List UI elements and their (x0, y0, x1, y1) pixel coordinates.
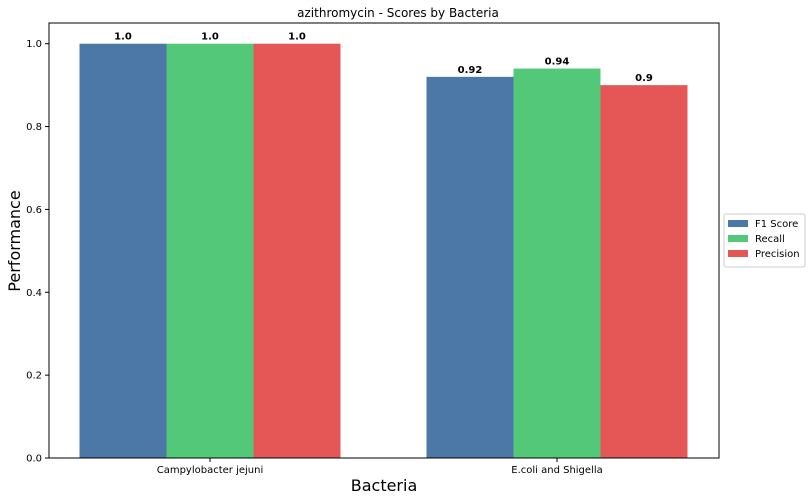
y-tick-label-2: 0.4 (26, 288, 42, 299)
data-label-1-0: 1.0 (201, 32, 219, 43)
y-tick-label-1: 0.2 (26, 371, 42, 382)
data-label-1-1: 0.94 (545, 57, 570, 68)
y-tick-label-5: 1.0 (26, 39, 42, 50)
data-label-2-0: 1.0 (288, 32, 306, 43)
bar-0-0 (79, 43, 167, 458)
y-axis-ticks: 0.0 0.2 0.4 0.6 0.8 1.0 (26, 39, 49, 465)
x-tick-label-0: Campylobacter jejuni (157, 465, 264, 476)
data-label-2-1: 0.9 (635, 73, 653, 84)
data-labels-group: 1.0 1.0 1.0 0.92 0.94 0.9 (114, 32, 653, 84)
y-axis-label: Performance (5, 190, 24, 291)
legend-label-0: F1 Score (755, 219, 798, 230)
chart-title: azithromycin - Scores by Bacteria (297, 6, 499, 20)
legend-label-2: Precision (755, 249, 800, 260)
data-label-0-0: 1.0 (114, 32, 132, 43)
bar-1-0 (166, 43, 254, 458)
x-tick-label-1: E.coli and Shigella (511, 465, 603, 476)
legend-swatch-0 (728, 220, 748, 227)
legend-swatch-2 (728, 250, 748, 257)
legend-label-1: Recall (755, 234, 785, 245)
bar-1-1 (513, 68, 601, 459)
plot-area-frame (48, 22, 720, 459)
y-tick-label-0: 0.0 (26, 454, 42, 465)
bar-2-0 (253, 43, 341, 458)
y-tick-label-4: 0.8 (26, 122, 42, 133)
bars-group (79, 43, 688, 459)
bar-0-1 (426, 76, 514, 458)
legend-swatch-1 (728, 235, 748, 242)
y-tick-label-3: 0.6 (26, 205, 42, 216)
x-axis-ticks: Campylobacter jejuni E.coli and Shigella (157, 458, 603, 476)
x-axis-label: Bacteria (351, 476, 418, 495)
bar-2-1 (600, 85, 688, 459)
data-label-0-1: 0.92 (458, 65, 483, 76)
legend: F1 Score Recall Precision (723, 213, 806, 268)
